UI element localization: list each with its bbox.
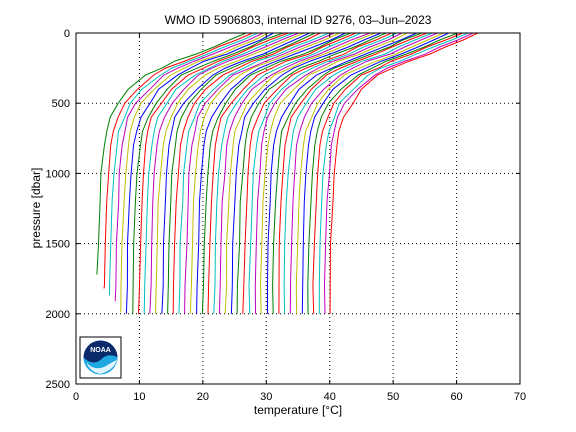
grid-lines <box>76 33 520 384</box>
x-tick-label: 10 <box>133 391 145 403</box>
profile-series-line <box>96 32 247 275</box>
profile-series-line <box>103 32 253 289</box>
plot-frame <box>75 32 521 385</box>
profile-series-line <box>125 32 274 314</box>
profile-series-line <box>201 32 351 314</box>
x-tick-labels: 0 10 20 30 40 50 60 70 <box>73 391 526 403</box>
profile-series-line <box>161 32 311 314</box>
profile-series-line <box>224 32 376 314</box>
logo-upper <box>83 340 118 363</box>
profile-series-line <box>108 32 259 296</box>
profile-series-line <box>114 32 264 302</box>
x-tick-label: 20 <box>197 391 209 403</box>
y-tick-label: 500 <box>52 98 70 110</box>
profile-series-line <box>167 32 316 314</box>
profile-series-line <box>259 32 408 314</box>
chart-title: WMO ID 5906803, internal ID 9276, 03–Jun… <box>165 13 432 27</box>
profile-series-line <box>207 32 357 314</box>
y-tick-label: 1000 <box>46 168 70 180</box>
profile-series-line <box>254 32 403 314</box>
profile-series-line <box>184 32 335 314</box>
x-tick-label: 70 <box>514 391 526 403</box>
profile-series-line <box>318 32 469 314</box>
profile-series-line <box>272 32 423 314</box>
profile-series-line <box>189 32 340 314</box>
profile-series-line <box>155 32 305 314</box>
profile-series-line <box>213 32 362 314</box>
y-tick-label: 2500 <box>46 379 70 391</box>
y-tick-label: 2000 <box>46 309 70 321</box>
profile-series-line <box>196 32 346 314</box>
profile-series-line <box>289 32 438 314</box>
profile-series-line <box>267 32 417 314</box>
profile-series-line <box>218 32 371 314</box>
profile-series-line <box>149 32 299 314</box>
x-axis-label: temperature [°C] <box>254 403 342 417</box>
profile-series-line <box>138 32 289 314</box>
profile-series-line <box>312 32 464 314</box>
x-tick-label: 30 <box>260 391 272 403</box>
profile-series-line <box>132 32 284 314</box>
profile-series-line <box>323 32 474 314</box>
profile-series-line <box>295 32 444 314</box>
x-tick-label: 0 <box>73 391 79 403</box>
profile-series-line <box>172 32 321 314</box>
profile-series-line <box>230 32 382 314</box>
y-tick-labels: 0 500 1000 1500 2000 2500 <box>46 28 70 391</box>
series-layer <box>96 32 479 314</box>
profile-series-line <box>307 32 458 314</box>
x-tick-label: 50 <box>387 391 399 403</box>
profile-series-line <box>329 32 479 314</box>
x-tick-label: 60 <box>450 391 462 403</box>
y-tick-label: 0 <box>64 28 70 40</box>
profile-series-line <box>248 32 398 314</box>
x-tick-label: 40 <box>324 391 336 403</box>
logo-wave <box>86 360 117 374</box>
noaa-logo: NOAA <box>79 336 122 379</box>
profile-series-line <box>242 32 392 314</box>
profile-series-line <box>301 32 449 314</box>
logo-text: NOAA <box>90 347 111 354</box>
y-tick-label: 1500 <box>46 239 70 251</box>
y-axis-label: pressure [dbar] <box>29 168 43 249</box>
profile-series-line <box>143 32 294 314</box>
profile-series-line <box>278 32 428 314</box>
profile-series-line <box>178 32 330 314</box>
axis-ticks <box>75 32 521 385</box>
profile-series-line <box>283 32 433 314</box>
profile-series-line <box>236 32 387 314</box>
profile-series-line <box>120 32 269 313</box>
